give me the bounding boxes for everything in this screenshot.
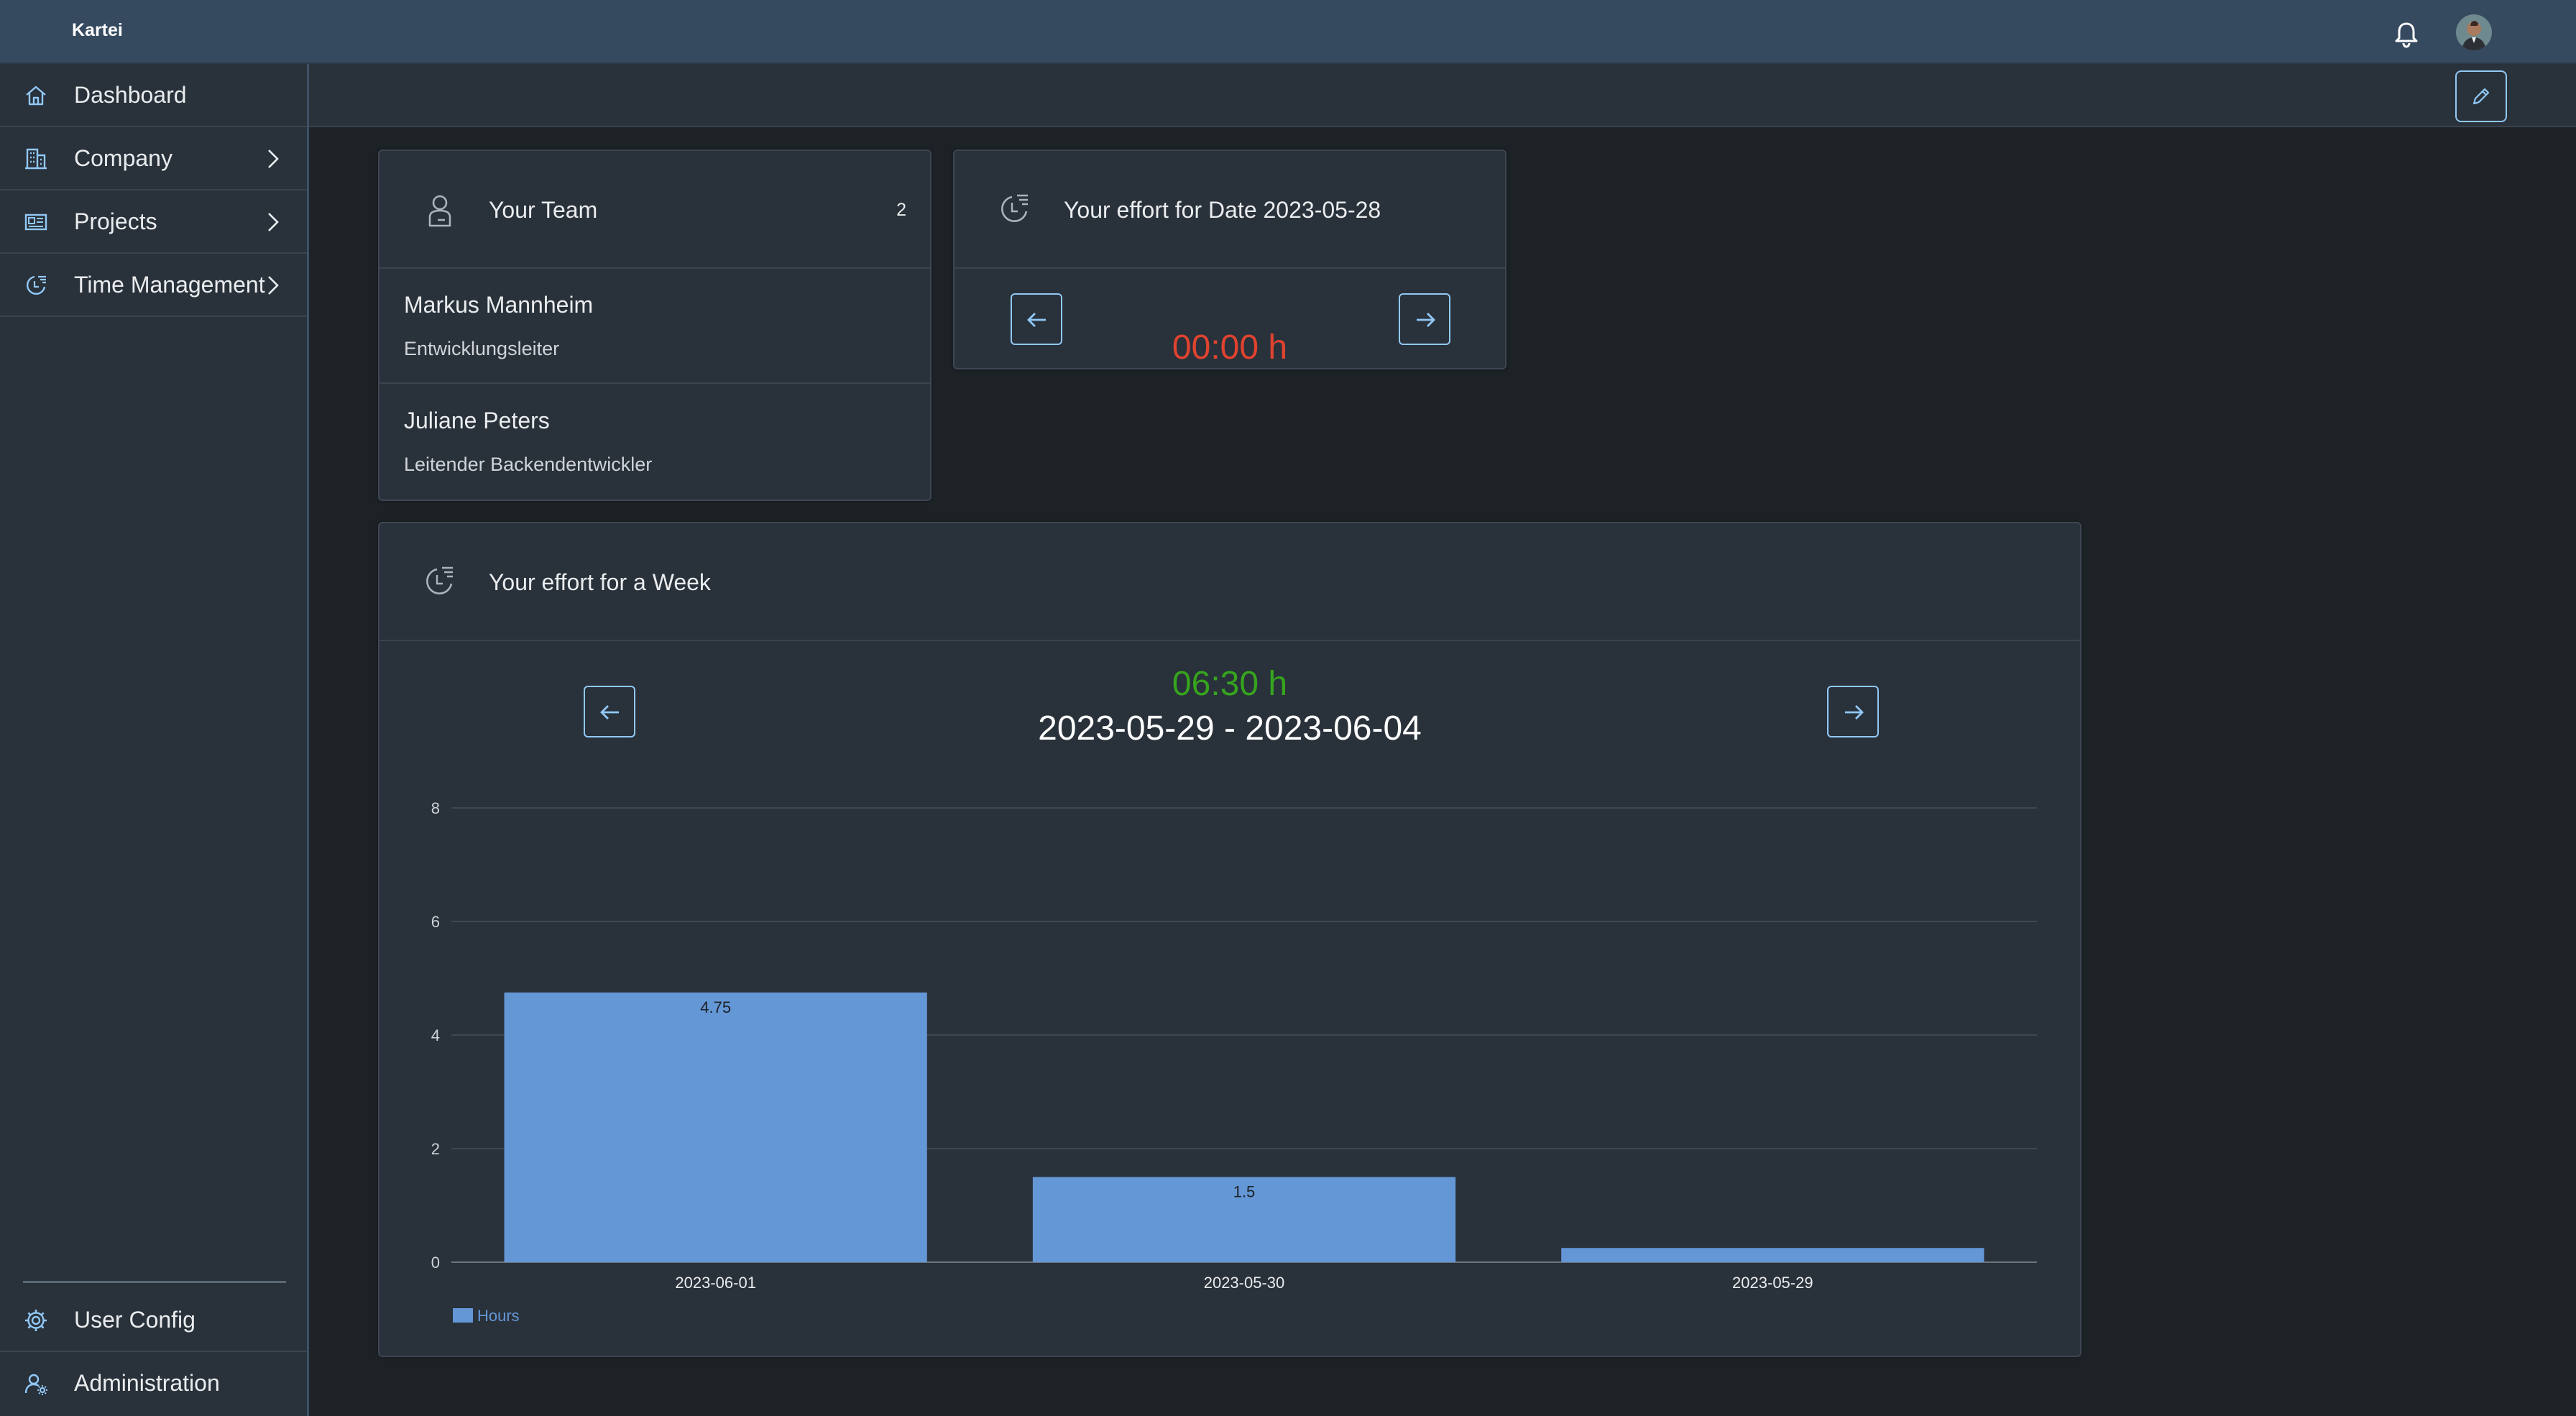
previous-week-button[interactable]: [584, 686, 635, 737]
side-navigation: Dashboard Company Projects Time Manageme…: [0, 64, 309, 1416]
data-label: 1.5: [1233, 1183, 1256, 1201]
sidebar-item-label: Time Management: [74, 272, 265, 298]
bell-icon[interactable]: [2391, 19, 2422, 50]
chevron-right-icon: [260, 209, 286, 235]
gear-icon: [23, 1307, 49, 1333]
chevron-right-icon: [260, 272, 286, 298]
bar[interactable]: [1032, 1177, 1456, 1263]
day-effort-card: Your effort for Date 2023-05-28 00:00 h: [953, 150, 1506, 369]
member-name: Juliane Peters: [404, 408, 550, 433]
list-item[interactable]: Juliane Peters Leitender Backendentwickl…: [380, 385, 930, 500]
legend-swatch: [453, 1308, 473, 1323]
shell-bar: Kartei: [0, 0, 2576, 64]
sidebar-item-dashboard[interactable]: Dashboard: [0, 64, 307, 127]
day-effort-value: 00:00 h: [1172, 328, 1288, 367]
page-toolbar: [309, 64, 2576, 127]
member-role: Leitender Backendentwickler: [404, 454, 653, 475]
bar[interactable]: [1561, 1248, 1984, 1262]
sidebar-divider: [23, 1281, 286, 1283]
x-tick-label: 2023-06-01: [675, 1274, 756, 1292]
legend-label[interactable]: Hours: [477, 1307, 520, 1325]
sidebar-item-projects[interactable]: Projects: [0, 190, 307, 254]
sidebar-item-administration[interactable]: Administration: [0, 1352, 307, 1415]
x-tick-label: 2023-05-30: [1204, 1274, 1285, 1292]
time-entry-icon: [418, 561, 461, 604]
card-header: Your effort for a Week: [380, 523, 2080, 641]
week-effort-total: 06:30 h: [1172, 665, 1288, 703]
x-tick-label: 2023-05-29: [1732, 1274, 1813, 1292]
project-card-icon: [23, 209, 49, 235]
sidebar-item-label: Projects: [74, 208, 157, 234]
y-tick-label: 8: [431, 799, 440, 817]
building-icon: [23, 146, 49, 172]
list-item[interactable]: Markus Mannheim Entwicklungsleiter: [380, 269, 930, 384]
chevron-right-icon: [260, 146, 286, 172]
sidebar-item-label: Dashboard: [74, 82, 187, 108]
team-count: 2: [896, 200, 906, 220]
time-entry-icon: [993, 188, 1036, 231]
card-header: Your effort for Date 2023-05-28: [954, 151, 1505, 269]
next-week-button[interactable]: [1827, 686, 1879, 737]
home-icon: [23, 83, 49, 109]
bar[interactable]: [504, 992, 927, 1262]
y-tick-label: 2: [431, 1140, 440, 1158]
data-label: 4.75: [700, 998, 731, 1016]
card-title: Your effort for a Week: [489, 569, 711, 595]
next-day-button[interactable]: [1399, 293, 1450, 345]
sidebar-item-label: Company: [74, 145, 172, 171]
edit-button[interactable]: [2455, 70, 2507, 122]
card-title: Your Team: [489, 197, 598, 223]
sidebar-item-user-config[interactable]: User Config: [0, 1289, 307, 1352]
week-effort-bar-chart: 0 2 4 6 8 4.75 2023-06-01 1.5 2023-05-30 2023-05-…: [431, 799, 2037, 1325]
time-entry-icon: [23, 272, 49, 298]
team-card: Your Team 2 Markus Mannheim Entwicklungs…: [378, 150, 932, 501]
week-effort-card: Your effort for a Week 06:30 h 2023-05-2…: [378, 522, 2082, 1357]
member-role: Entwicklungsleiter: [404, 338, 560, 359]
user-avatar[interactable]: [2456, 14, 2492, 50]
card-title: Your effort for Date 2023-05-28: [1064, 197, 1381, 223]
y-tick-label: 4: [431, 1026, 440, 1044]
sidebar-item-label: User Config: [74, 1307, 196, 1333]
employee-icon: [418, 188, 461, 231]
card-header: Your Team 2: [380, 151, 930, 269]
app-title: Kartei: [72, 20, 123, 40]
sidebar-item-label: Administration: [74, 1370, 220, 1396]
previous-day-button[interactable]: [1011, 293, 1062, 345]
week-date-range: 2023-05-29 - 2023-06-04: [1038, 709, 1422, 748]
member-name: Markus Mannheim: [404, 292, 594, 318]
user-settings-icon: [23, 1371, 49, 1397]
sidebar-item-time-management[interactable]: Time Management: [0, 254, 307, 317]
y-tick-label: 6: [431, 913, 440, 931]
sidebar-item-company[interactable]: Company: [0, 127, 307, 190]
y-tick-label: 0: [431, 1254, 440, 1272]
